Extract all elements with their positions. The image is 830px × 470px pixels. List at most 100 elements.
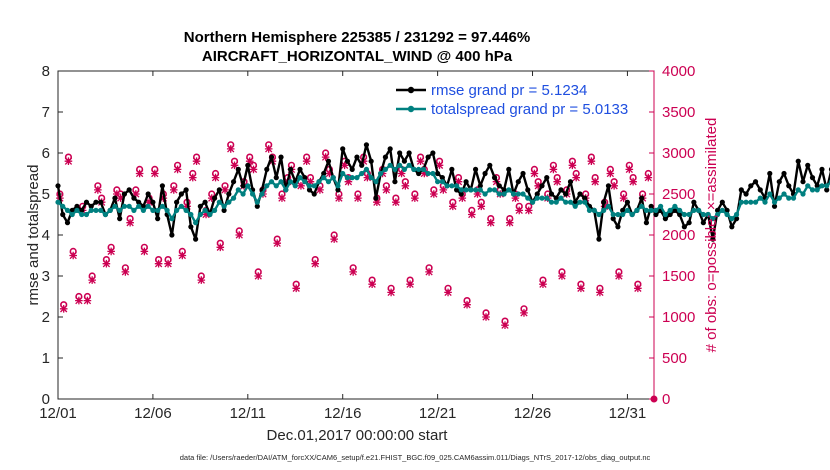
obs-assimilated-point bbox=[311, 259, 319, 268]
rmse-point bbox=[805, 162, 811, 168]
x-tick-label: 12/11 bbox=[230, 405, 266, 422]
y2-tick-label: 3500 bbox=[662, 104, 695, 121]
spread-point bbox=[221, 203, 227, 209]
spread-point bbox=[169, 216, 175, 222]
rmse-point bbox=[245, 162, 251, 168]
spread-point bbox=[226, 199, 232, 205]
spread-point bbox=[781, 191, 787, 197]
obs-assimilated-point bbox=[587, 157, 596, 165]
y-tick-label: 8 bbox=[42, 63, 50, 80]
rmse-point bbox=[819, 166, 825, 172]
spread-point bbox=[425, 170, 431, 177]
spread-point bbox=[321, 175, 327, 181]
obs-assimilated-point bbox=[254, 272, 263, 280]
obs-assimilated-point bbox=[302, 157, 311, 165]
spread-point bbox=[211, 207, 218, 213]
rmse-point bbox=[534, 191, 540, 197]
spread-point bbox=[795, 187, 801, 193]
obs-assimilated-point bbox=[363, 173, 372, 182]
spread-point bbox=[183, 207, 189, 213]
rmse-point bbox=[814, 183, 820, 189]
rmse-point bbox=[681, 224, 687, 230]
rmse-point bbox=[254, 203, 260, 209]
spread-point bbox=[767, 191, 773, 197]
spread-point bbox=[539, 195, 545, 201]
y-tick-label: 4 bbox=[42, 227, 50, 244]
rmse-point bbox=[809, 175, 816, 181]
spread-point bbox=[126, 203, 132, 209]
rmse-point bbox=[700, 220, 706, 226]
rmse-point bbox=[824, 187, 830, 193]
spread-point bbox=[112, 203, 118, 209]
rmse-point bbox=[525, 187, 531, 193]
spread-point bbox=[411, 166, 417, 172]
obs-assimilated-point bbox=[439, 186, 448, 194]
rmse-point bbox=[582, 195, 588, 201]
rmse-point bbox=[601, 199, 607, 205]
rmse-point bbox=[211, 195, 218, 201]
obs-assimilated-point bbox=[606, 169, 615, 178]
rmse-point bbox=[297, 166, 303, 172]
obs-assimilated-point bbox=[449, 202, 457, 211]
spread-point bbox=[776, 195, 782, 201]
obs-assimilated-point bbox=[126, 218, 134, 227]
spread-point bbox=[60, 203, 66, 209]
rmse-point bbox=[359, 162, 365, 168]
y2-tick-label: 3000 bbox=[662, 145, 695, 162]
rmse-point bbox=[786, 183, 792, 189]
spread-point bbox=[292, 183, 298, 189]
spread-point bbox=[790, 195, 797, 201]
rmse-point bbox=[567, 179, 574, 185]
spread-point bbox=[449, 183, 455, 189]
rmse-point bbox=[368, 158, 374, 164]
spread-point bbox=[202, 207, 208, 213]
spread-point bbox=[824, 183, 830, 189]
y-tick-label: 0 bbox=[42, 391, 50, 408]
spread-point bbox=[510, 191, 517, 197]
spread-point bbox=[354, 175, 360, 181]
rmse-point bbox=[767, 170, 773, 177]
rmse-point bbox=[193, 236, 199, 242]
spread-point bbox=[468, 187, 474, 193]
obs-assimilated-point bbox=[629, 177, 637, 186]
obs-assimilated-point bbox=[211, 173, 220, 182]
spread-point bbox=[98, 207, 104, 213]
spread-point bbox=[235, 187, 241, 193]
rmse-point bbox=[382, 154, 389, 160]
obs-assimilated-point bbox=[221, 186, 229, 194]
axis-ticks: 12/01 12/06 12/11 12/16 12/21 12/26 12/31 0 1 2 3 4… bbox=[39, 63, 695, 422]
data-file-footer: data file: /Users/raeder/DAI/ATM_forcXX/… bbox=[180, 453, 651, 462]
rmse-point bbox=[648, 203, 654, 209]
spread-point bbox=[487, 187, 493, 193]
rmse-point bbox=[401, 158, 408, 164]
spread-point bbox=[705, 211, 711, 218]
spread-point bbox=[710, 216, 716, 222]
spread-point bbox=[548, 199, 555, 205]
rmse-point bbox=[643, 220, 650, 226]
obs-assimilated-point bbox=[401, 182, 410, 190]
spread-point bbox=[591, 207, 597, 213]
spread-point bbox=[230, 195, 237, 201]
rmse-point bbox=[662, 216, 668, 222]
spread-point bbox=[629, 211, 635, 218]
obs-assimilated-point bbox=[539, 280, 547, 288]
rmse-point bbox=[615, 224, 621, 230]
spread-point bbox=[667, 207, 673, 213]
spread-point bbox=[809, 187, 816, 193]
spread-point bbox=[373, 179, 379, 185]
spread-point bbox=[368, 175, 374, 181]
obs-assimilated-point bbox=[430, 190, 438, 198]
spread-point bbox=[349, 175, 355, 181]
spread-point bbox=[544, 195, 550, 201]
rmse-point bbox=[795, 158, 801, 164]
rmse-point bbox=[691, 199, 697, 205]
obs-assimilated-point bbox=[558, 272, 566, 280]
obs-assimilated-point bbox=[416, 157, 425, 165]
spread-point bbox=[691, 207, 697, 213]
rmse-point bbox=[55, 183, 61, 189]
x-tick-label: 12/01 bbox=[39, 405, 77, 422]
rmse-point bbox=[69, 207, 75, 213]
spread-point bbox=[563, 199, 569, 205]
rmse-point bbox=[306, 187, 313, 193]
rmse-point bbox=[340, 146, 346, 152]
